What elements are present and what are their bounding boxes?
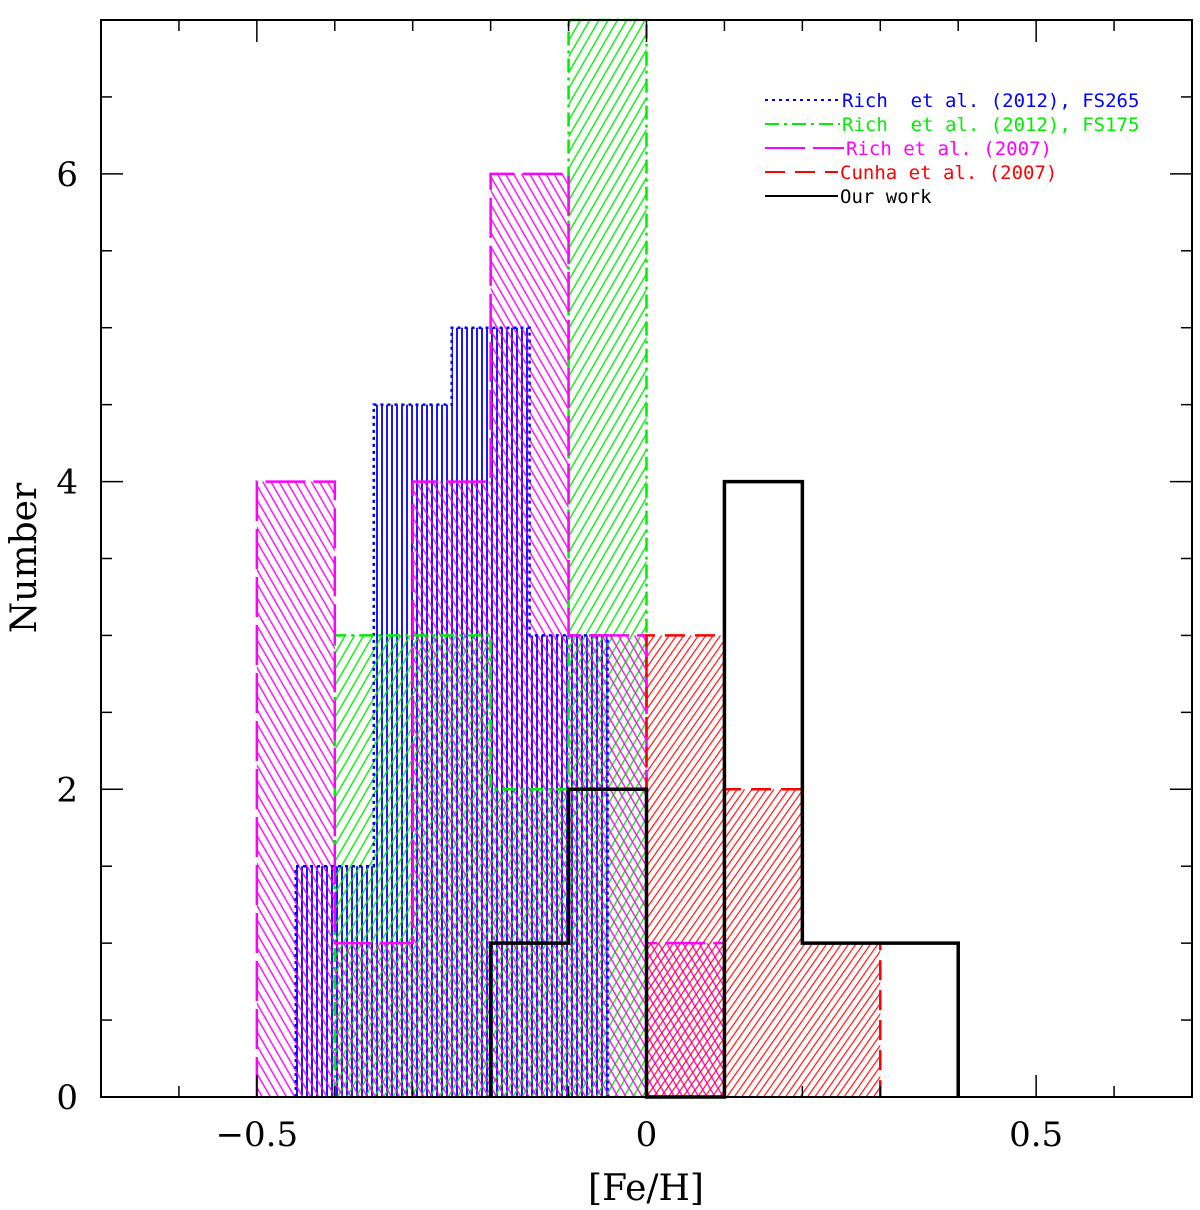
axis-ticks — [100, 19, 1193, 1098]
histogram-outline — [333, 18, 648, 1097]
y-tick-label: 4 — [56, 463, 78, 503]
y-tick-labels: 0 2 4 6 — [56, 155, 78, 1118]
legend-label: Rich et al. (2012), FS265 — [842, 90, 1139, 112]
histogram-bar — [646, 635, 725, 1097]
y-tick-label: 6 — [56, 155, 78, 195]
legend-label: Rich et al. (2007) — [846, 138, 1052, 160]
y-axis-title: Number — [4, 482, 45, 633]
x-axis-title: [Fe/H] — [588, 1168, 704, 1209]
histogram-bar — [256, 481, 335, 1098]
x-tick-label: −0.5 — [216, 1115, 299, 1155]
x-tick-label: 0 — [636, 1115, 658, 1155]
histogram-bar — [412, 481, 491, 1098]
y-tick-label: 0 — [56, 1078, 78, 1118]
histogram-bar — [724, 789, 803, 1097]
y-tick-label: 2 — [56, 770, 78, 810]
x-tick-label: 0.5 — [1009, 1115, 1063, 1155]
legend-label: Our work — [840, 186, 932, 208]
legend-label: Cunha et al. (2007) — [840, 162, 1057, 184]
x-tick-labels: −0.5 0 0.5 — [216, 1115, 1064, 1155]
series-3 — [646, 635, 881, 1097]
histogram-bar — [334, 943, 413, 1097]
legend-label: Rich et al. (2012), FS175 — [842, 114, 1139, 136]
histogram-bar — [802, 943, 881, 1097]
